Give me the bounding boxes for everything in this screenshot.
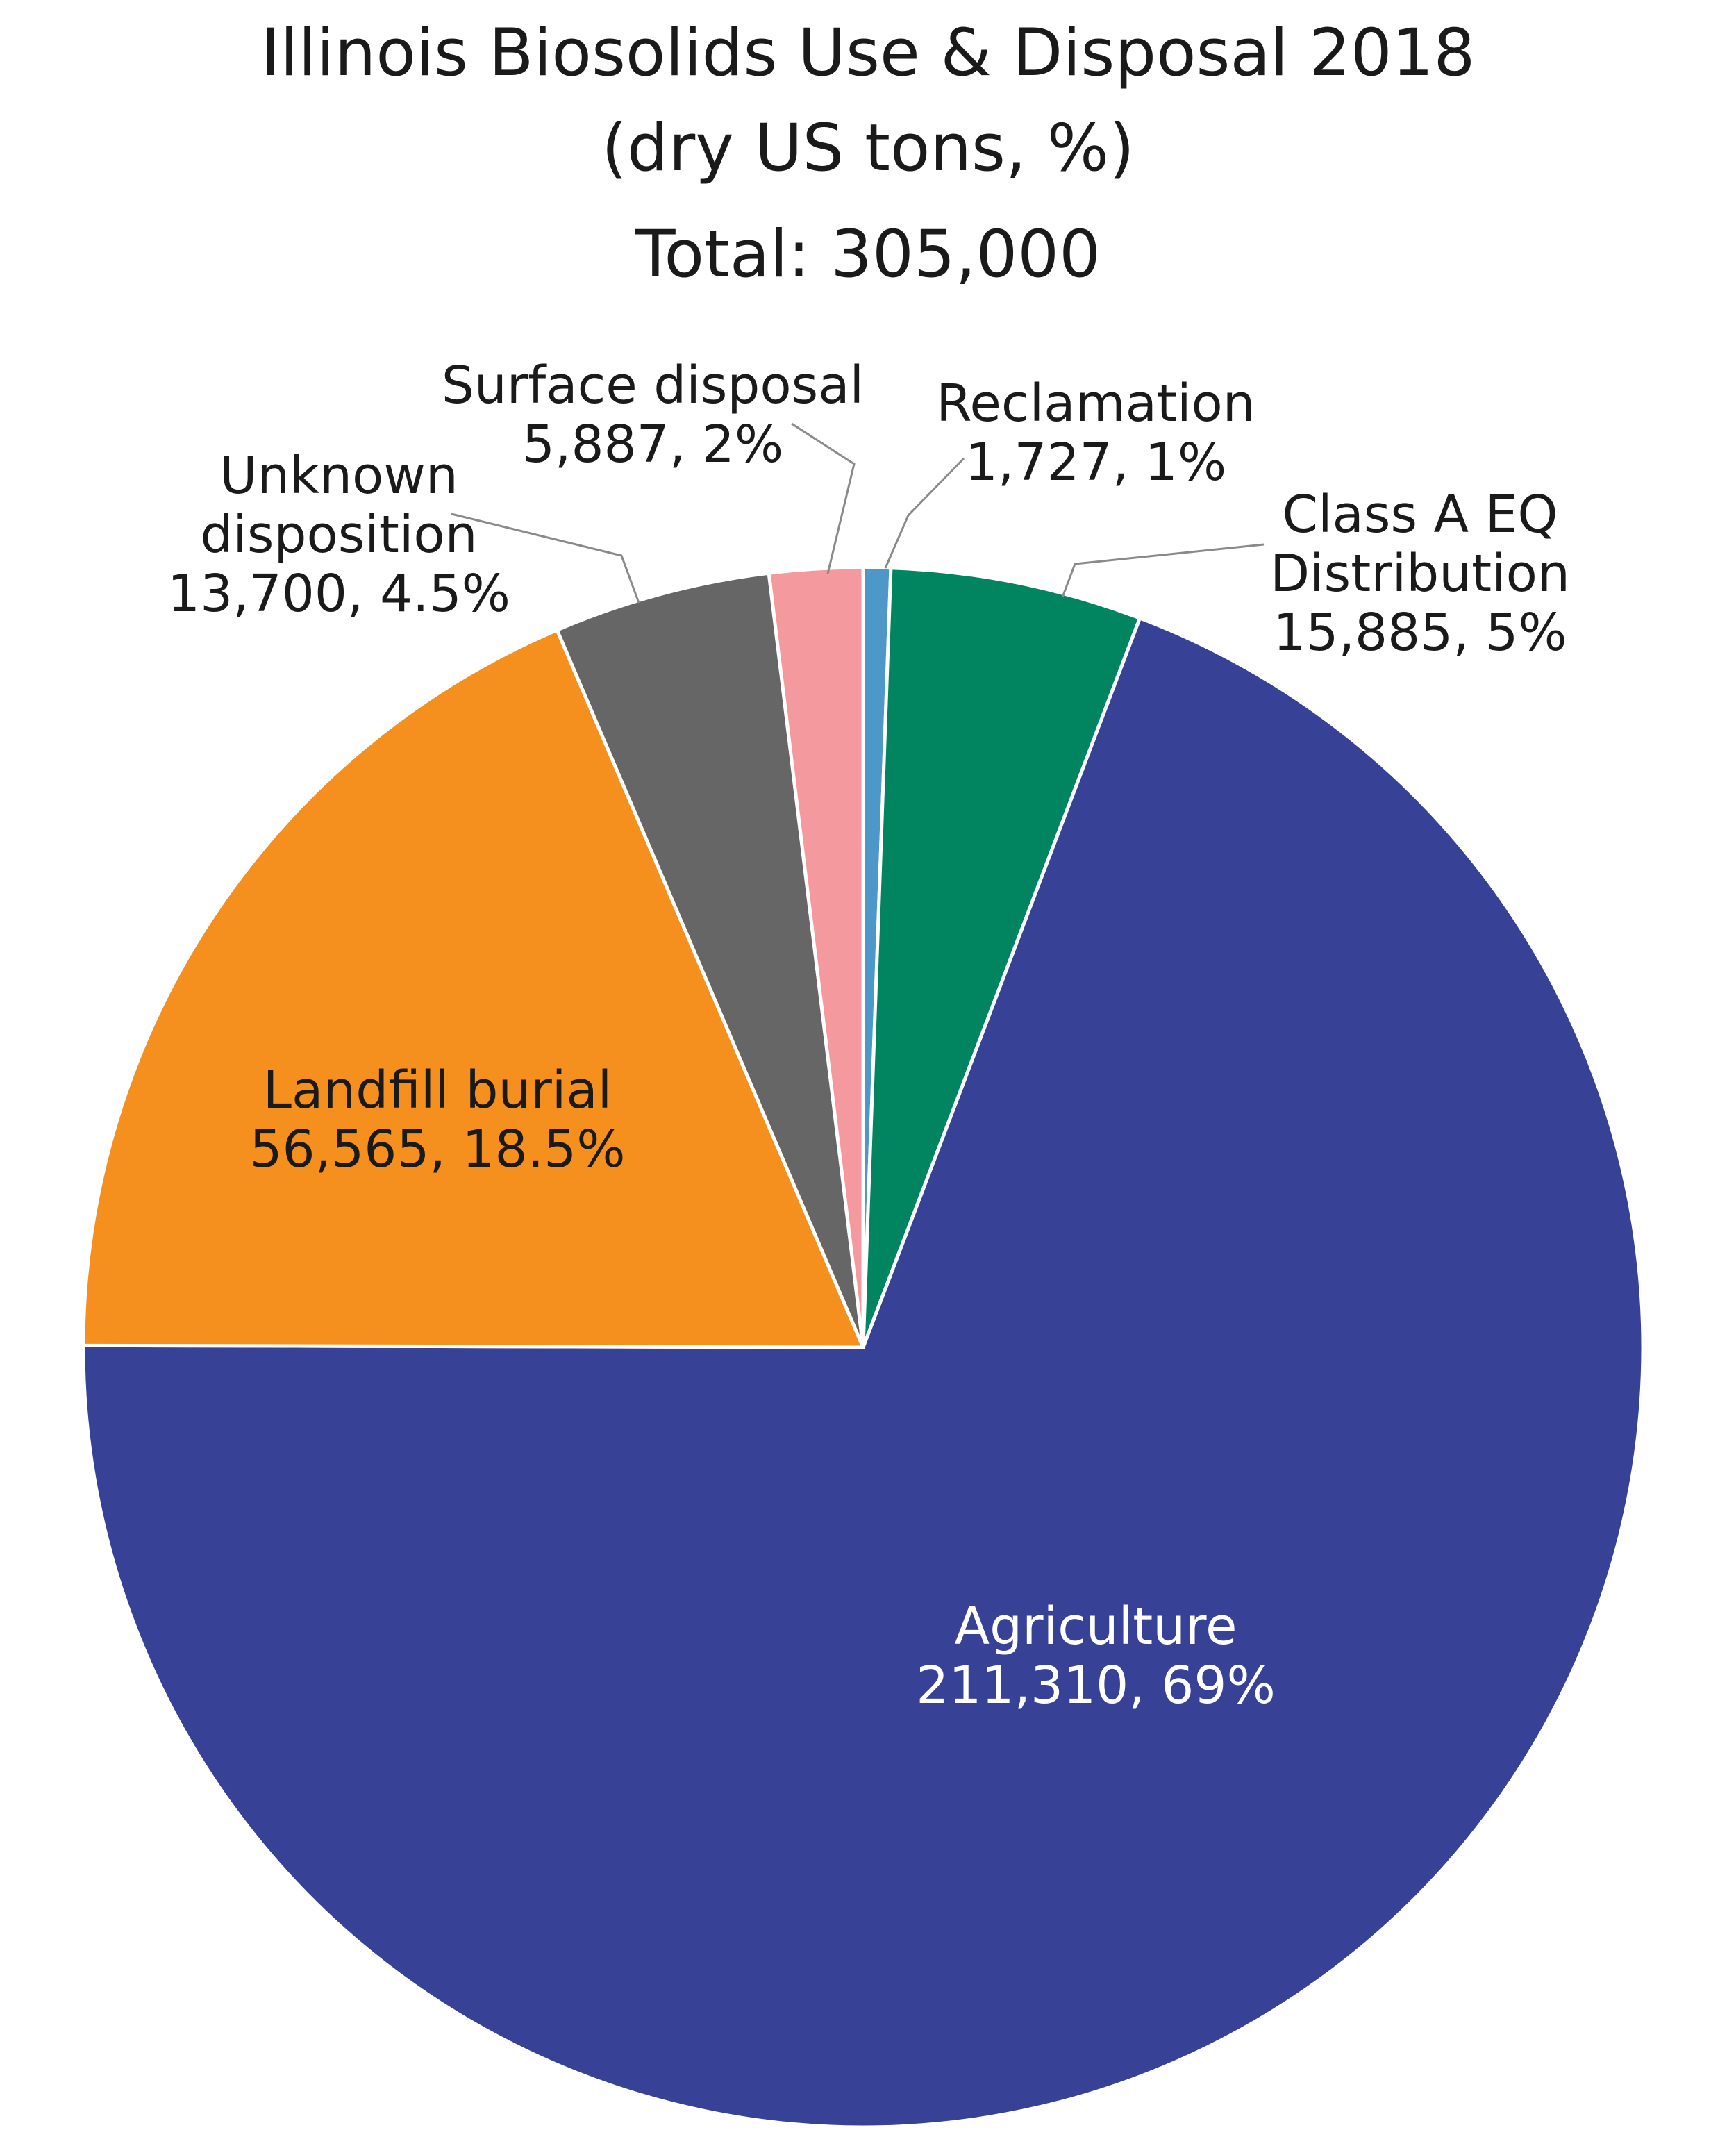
slice-label-landfill-burial: Landfill burial 56,565, 18.5%: [249, 1060, 625, 1179]
slice-label-line: Agriculture: [955, 1597, 1237, 1656]
slice-label-line: Distribution: [1270, 544, 1570, 604]
leader-line-surface-disposal: [792, 424, 854, 574]
slice-label-line: Unknown: [219, 446, 458, 506]
slice-label-surface-disposal: Surface disposal 5,887, 2%: [442, 356, 864, 474]
chart-title-block: Illinois Biosolids Use & Disposal 2018 (…: [261, 15, 1476, 292]
chart-title: Illinois Biosolids Use & Disposal 2018: [261, 15, 1476, 91]
slice-label-unknown-disposition: Unknown disposition 13,700, 4.5%: [167, 446, 510, 624]
leader-line-class-a-eq-distribution: [1062, 544, 1264, 597]
leader-line-reclamation: [885, 458, 964, 568]
slice-label-line: Class A EQ: [1282, 485, 1558, 544]
slice-label-agriculture: Agriculture 211,310, 69%: [916, 1597, 1276, 1715]
slice-label-line: 56,565, 18.5%: [249, 1120, 625, 1179]
slice-label-reclamation: Reclamation 1,727, 1%: [936, 374, 1255, 492]
slice-label-line: Surface disposal: [442, 356, 864, 415]
pie-slices: [83, 567, 1643, 2127]
slice-label-line: 13,700, 4.5%: [167, 564, 510, 624]
slice-label-line: 15,885, 5%: [1273, 603, 1567, 663]
slice-label-line: Landfill burial: [263, 1060, 612, 1120]
chart-total: Total: 305,000: [635, 217, 1101, 292]
slice-label-line: 5,887, 2%: [522, 415, 783, 474]
slice-label-class-a-eq-distribution: Class A EQ Distribution 15,885, 5%: [1270, 485, 1570, 663]
slice-label-line: 211,310, 69%: [916, 1656, 1276, 1715]
slice-label-line: Reclamation: [936, 374, 1255, 433]
slice-label-line: disposition: [200, 505, 477, 565]
slice-label-line: 1,727, 1%: [965, 433, 1226, 492]
pie-chart: Illinois Biosolids Use & Disposal 2018 (…: [0, 0, 1736, 2146]
chart-subtitle: (dry US tons, %): [601, 110, 1135, 186]
